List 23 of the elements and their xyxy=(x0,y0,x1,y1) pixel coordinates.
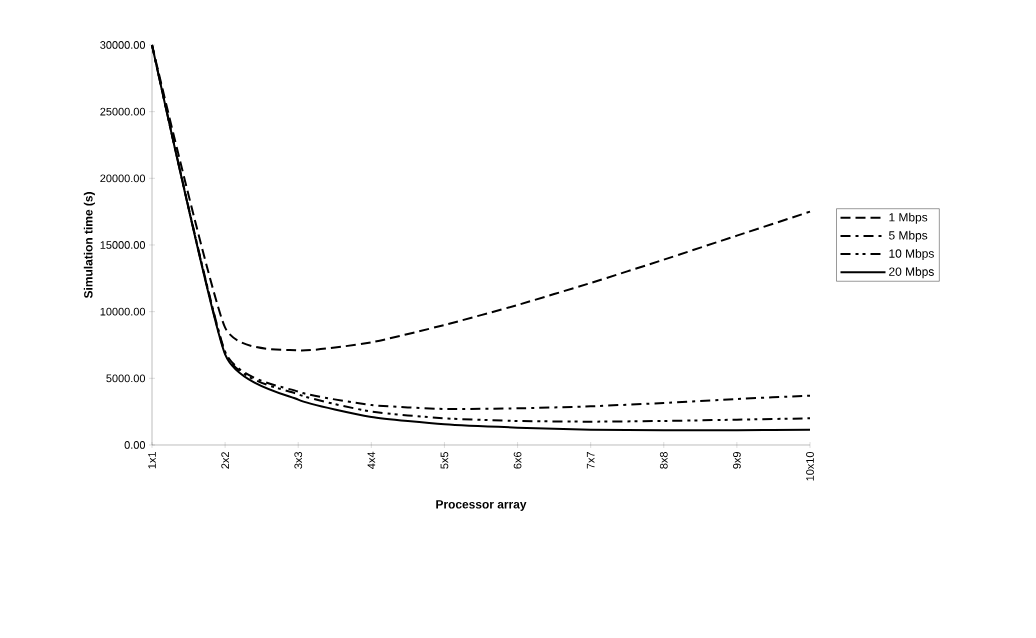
y-tick-label: 25000.00 xyxy=(100,107,146,116)
legend-label: 1 Mbps xyxy=(889,212,928,224)
y-tick-label: 15000.00 xyxy=(100,241,146,249)
x-tick-label: 7x7 xyxy=(586,452,595,469)
y-tick-label: 5000.00 xyxy=(106,374,146,383)
y-tick-label: 0.00 xyxy=(124,441,146,449)
x-tick-label: 10x10 xyxy=(806,451,814,481)
y-tick-label: 30000.00 xyxy=(100,41,146,49)
x-axis-title: Processor array xyxy=(436,500,527,511)
x-tick-label: 1x1 xyxy=(148,452,156,469)
x-tick-label: 4x4 xyxy=(367,451,376,469)
y-tick-label: 20000.00 xyxy=(100,174,146,183)
y-axis-title: Simulation time (s) xyxy=(83,192,95,299)
x-tick-label: 8x8 xyxy=(659,451,668,469)
y-tick-label: 10000.00 xyxy=(100,307,146,316)
x-tick-label: 9x9 xyxy=(733,452,741,469)
legend-label: 20 Mbps xyxy=(889,267,934,279)
x-tick-label: 5x5 xyxy=(440,451,449,469)
legend-label: 10 Mbps xyxy=(889,248,934,261)
legend-label: 5 Mbps xyxy=(888,230,928,242)
x-tick-label: 3x3 xyxy=(294,451,303,469)
x-tick-label: 2x2 xyxy=(221,452,229,469)
x-tick-label: 6x6 xyxy=(513,451,522,469)
